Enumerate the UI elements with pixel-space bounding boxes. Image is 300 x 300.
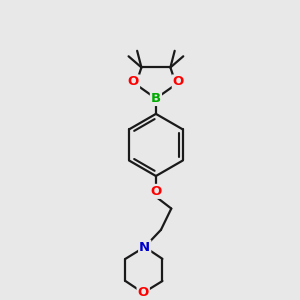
Text: O: O	[173, 75, 184, 88]
Text: N: N	[139, 241, 150, 254]
Text: B: B	[151, 92, 161, 105]
Text: O: O	[138, 286, 149, 299]
Text: O: O	[128, 75, 139, 88]
Text: O: O	[150, 185, 161, 198]
